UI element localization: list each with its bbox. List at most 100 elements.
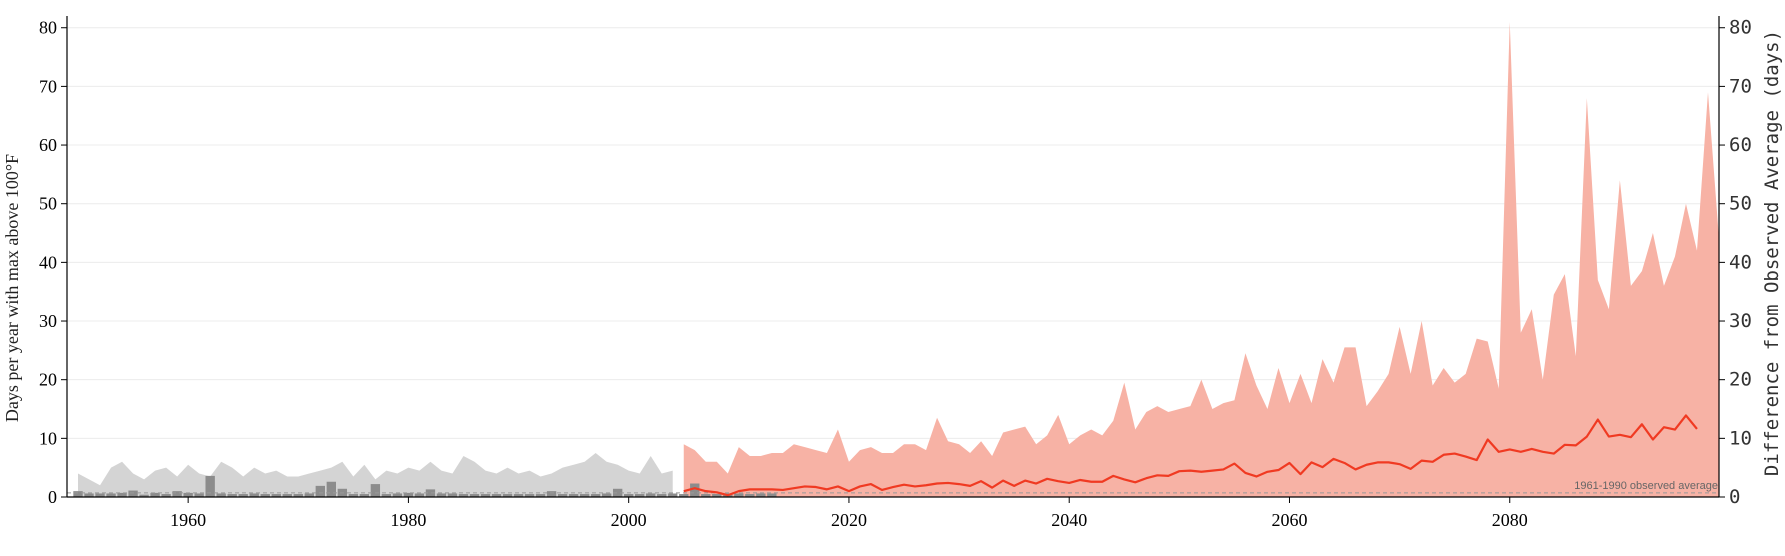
x-tick-label: 1980 [390,510,426,530]
observed-bar [557,494,568,497]
observed-bar [359,494,370,497]
observed-bar [271,494,281,497]
observed-bar [635,494,645,497]
x-tick-label: 2000 [611,510,647,530]
axes [61,16,1725,503]
projected-range-area-path [683,21,1720,498]
x-tick-label: 1960 [170,510,206,530]
observed-bar [260,494,270,497]
y-tick-label-left: 60 [39,135,57,155]
observed-bar [95,493,105,497]
observed-bar [282,494,292,497]
observed-bar [403,492,414,497]
observed-bar [568,494,579,497]
x-tick-label: 2020 [831,510,867,530]
observed-bar [458,494,469,497]
y-tick-label-left: 10 [39,428,57,448]
observed-bar [657,494,667,497]
y-tick-labels-left: 0 10 20 30 40 50 60 70 80 [39,18,57,507]
observed-bar [623,494,634,497]
y-tick-label-left: 70 [39,76,57,96]
y-tick-label-left: 40 [39,252,57,272]
x-tick-labels: 1960 1980 2000 2020 2040 2060 2080 [170,510,1528,530]
y-tick-label-right: 50 [1729,193,1752,215]
observed-bar [414,493,425,497]
observed-bar [370,484,381,497]
x-tick-label: 2060 [1271,510,1307,530]
observed-bar [469,494,480,497]
observed-bar [392,493,403,497]
observed-bars [73,475,777,497]
projected-median-polyline [683,414,1698,497]
observed-bar [734,493,744,497]
observed-bar [183,492,193,497]
observed-bar [315,485,325,497]
observed-bar [513,494,524,497]
observed-bar [679,494,689,497]
y-tick-labels-right: 0 10 20 30 40 50 60 70 80 [1729,17,1752,508]
observed-bar [348,494,359,497]
y-tick-label-left: 30 [39,311,57,331]
y-axis-title-left: Days per year with max above 100°F [2,154,22,422]
observed-bar [767,493,777,497]
observed-bar [205,475,215,497]
observed-bar [535,494,546,497]
y-tick-label-right: 20 [1729,369,1752,391]
y-axis-title-right: Difference from Observed Average (days) [1761,30,1783,476]
projected-median-line [683,414,1698,497]
y-tick-label-right: 30 [1729,310,1752,332]
observed-bar [524,494,535,497]
observed-bar [84,493,94,497]
y-tick-label-right: 60 [1729,134,1752,156]
observed-bar [139,494,149,497]
observed-bar [216,493,226,497]
observed-bar [579,494,590,497]
observed-bar [293,494,303,497]
baseline-annotation: 1961-1990 observed average [1574,480,1718,492]
gridlines [67,27,1719,439]
observed-bar [447,493,458,497]
observed-range-area [78,453,673,497]
observed-bar [480,494,491,497]
observed-bar [701,494,711,497]
observed-bar [150,492,160,497]
observed-bar [172,491,182,497]
observed-bar [668,493,678,497]
y-tick-label-right: 0 [1729,486,1740,508]
observed-bar [73,491,83,497]
observed-bar [502,494,513,497]
observed-bar [304,493,314,497]
observed-bar [745,494,755,497]
y-tick-label-left: 80 [39,18,57,38]
observed-bar [601,493,612,497]
observed-bar [227,494,237,497]
x-tick-label: 2080 [1492,510,1528,530]
observed-bar [612,488,623,497]
observed-bar [590,494,601,497]
y-tick-label-left: 20 [39,370,57,390]
observed-bar [425,489,436,497]
observed-bar [436,493,447,497]
projected-range-area [683,21,1720,498]
observed-bar [238,494,248,497]
observed-bar [106,493,116,497]
observed-bar [161,494,171,497]
observed-range-area-path [78,453,673,497]
observed-bar [756,493,766,497]
y-tick-label-left: 50 [39,194,57,214]
y-tick-label-right: 80 [1729,17,1752,39]
y-tick-label-right: 10 [1729,427,1752,449]
observed-bar [546,491,557,497]
observed-bar [712,494,722,497]
observed-bar [117,492,127,497]
x-tick-label: 2040 [1051,510,1087,530]
observed-bar [646,493,656,497]
observed-bar [194,493,204,497]
y-tick-label-right: 40 [1729,251,1752,273]
observed-bar [128,490,138,497]
y-tick-label-right: 70 [1729,75,1752,97]
observed-bar [249,493,259,497]
observed-bar [690,483,700,497]
y-tick-label-left: 0 [48,487,57,507]
